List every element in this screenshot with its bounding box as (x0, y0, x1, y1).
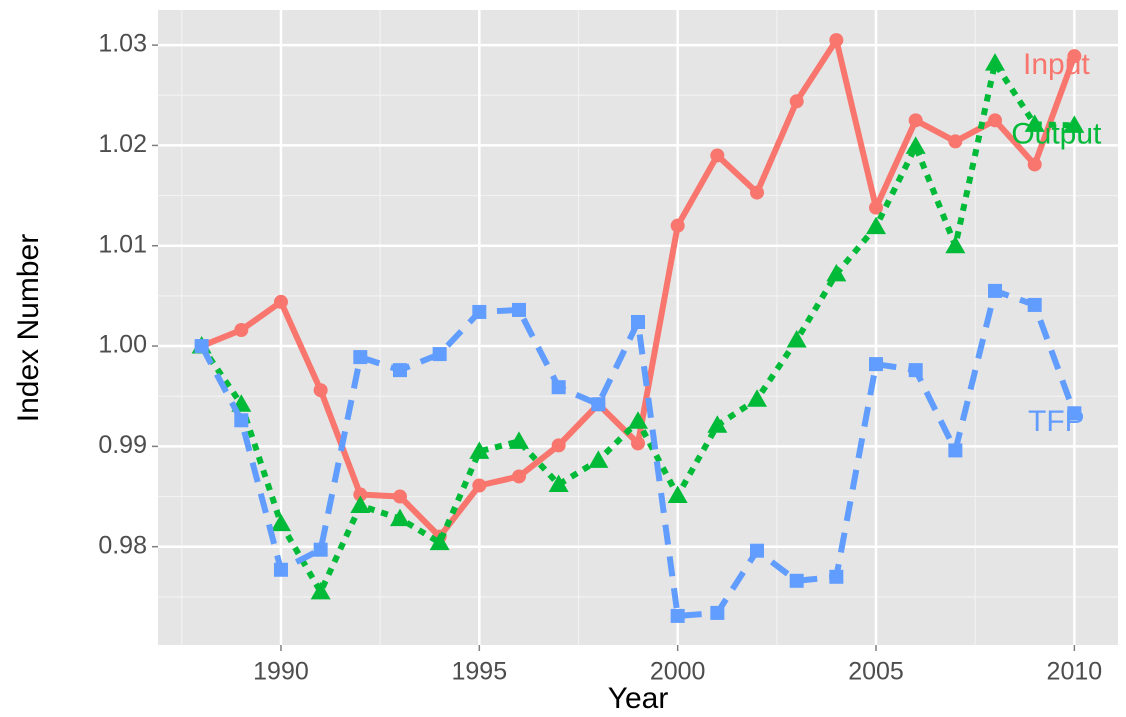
point (310, 581, 331, 600)
point (786, 330, 807, 348)
point (988, 113, 1003, 128)
point (869, 357, 884, 372)
point (829, 569, 844, 584)
point (591, 397, 606, 412)
point (508, 431, 529, 449)
point (429, 532, 450, 551)
series-label: Input (1023, 48, 1090, 81)
y-tick-label: 1.03 (98, 30, 147, 58)
point (750, 185, 765, 200)
point (789, 94, 804, 109)
x-tick-label: 2000 (650, 658, 706, 686)
point (234, 323, 249, 338)
point (707, 415, 728, 433)
point (273, 562, 288, 577)
point (948, 443, 963, 458)
point (789, 573, 804, 588)
point (985, 53, 1006, 71)
point (905, 136, 926, 154)
point (234, 413, 249, 428)
point (710, 148, 725, 163)
point (313, 542, 328, 557)
series-label: TFP (1028, 405, 1085, 438)
point (511, 469, 526, 484)
point (988, 283, 1003, 298)
point (908, 363, 923, 378)
point (353, 350, 368, 365)
point (667, 485, 688, 504)
point (945, 235, 966, 254)
point (432, 347, 447, 362)
point (908, 113, 923, 128)
point (270, 513, 291, 532)
point (670, 608, 685, 623)
x-axis-title: Year (608, 682, 669, 715)
point (750, 543, 765, 558)
point (1027, 297, 1042, 312)
y-tick-label: 1.00 (98, 331, 147, 359)
point (631, 314, 645, 329)
x-tick-label: 2010 (1047, 658, 1103, 686)
x-tick-label: 2005 (848, 658, 904, 686)
point (353, 487, 368, 502)
point (628, 411, 648, 429)
point (866, 216, 887, 235)
point (1027, 157, 1042, 172)
point (551, 438, 566, 453)
point (469, 441, 490, 459)
point (313, 383, 328, 398)
point (710, 605, 725, 620)
point (826, 263, 847, 282)
point (273, 294, 288, 309)
point (194, 339, 209, 354)
y-tick-label: 0.99 (98, 431, 147, 459)
point (829, 33, 844, 48)
point (948, 134, 963, 149)
y-tick-label: 1.01 (98, 230, 147, 258)
point (747, 389, 768, 407)
point (392, 363, 407, 378)
point (869, 200, 884, 215)
point (1064, 115, 1085, 133)
point (1067, 406, 1082, 421)
series-label: Output (1011, 117, 1102, 150)
point (1067, 49, 1082, 64)
point (631, 436, 645, 451)
y-tick-label: 1.02 (98, 130, 147, 158)
point (472, 304, 487, 319)
point (548, 474, 569, 492)
point (1024, 114, 1045, 132)
point (389, 508, 410, 527)
point (511, 302, 526, 317)
y-tick-label: 0.98 (98, 531, 147, 559)
point (392, 489, 407, 504)
point (670, 218, 685, 233)
point (350, 495, 371, 514)
point (472, 478, 487, 493)
point (588, 450, 609, 468)
y-axis-title: Index Number (12, 234, 45, 422)
x-tick-label: 1990 (253, 658, 309, 686)
point (551, 380, 566, 395)
x-tick-label: 1995 (452, 658, 508, 686)
